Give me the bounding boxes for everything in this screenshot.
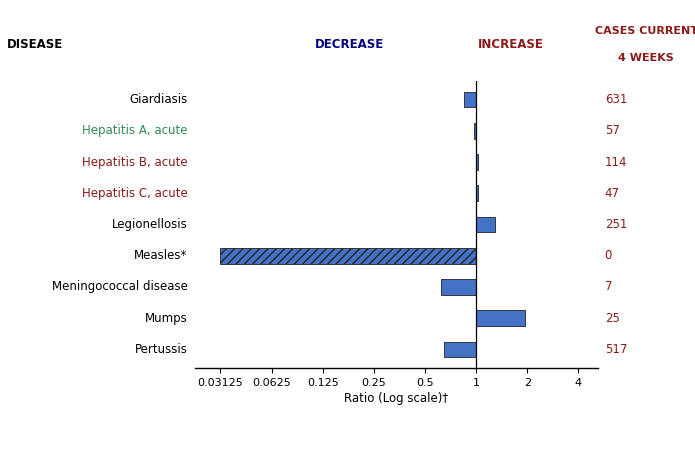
Bar: [464, 92, 476, 107]
Text: Giardiasis: Giardiasis: [129, 93, 188, 106]
Text: Hepatitis C, acute: Hepatitis C, acute: [82, 187, 188, 200]
Bar: [476, 185, 478, 201]
Bar: [220, 248, 476, 264]
Text: DISEASE: DISEASE: [7, 39, 63, 51]
Text: 7: 7: [605, 281, 612, 294]
Text: 251: 251: [605, 218, 627, 231]
Text: 517: 517: [605, 343, 627, 356]
Text: CASES CURRENT: CASES CURRENT: [595, 26, 695, 36]
Bar: [476, 310, 525, 326]
X-axis label: Ratio (Log scale)†: Ratio (Log scale)†: [344, 392, 448, 405]
Bar: [476, 154, 478, 170]
Text: Mumps: Mumps: [145, 312, 188, 325]
Text: 4 WEEKS: 4 WEEKS: [619, 53, 674, 63]
Text: Legionellosis: Legionellosis: [112, 218, 188, 231]
Text: DECREASE: DECREASE: [315, 39, 384, 51]
Text: 57: 57: [605, 124, 619, 137]
Bar: [476, 217, 496, 232]
Text: Pertussis: Pertussis: [135, 343, 188, 356]
Bar: [444, 342, 476, 357]
Text: Hepatitis B, acute: Hepatitis B, acute: [82, 155, 188, 168]
Text: 631: 631: [605, 93, 627, 106]
Text: Measles*: Measles*: [134, 249, 188, 262]
Bar: [474, 123, 476, 139]
Text: 47: 47: [605, 187, 620, 200]
Text: 114: 114: [605, 155, 627, 168]
Text: 25: 25: [605, 312, 619, 325]
Text: Hepatitis A, acute: Hepatitis A, acute: [82, 124, 188, 137]
Text: 0: 0: [605, 249, 612, 262]
Bar: [441, 279, 476, 295]
Text: INCREASE: INCREASE: [478, 39, 543, 51]
Text: Meningococcal disease: Meningococcal disease: [52, 281, 188, 294]
